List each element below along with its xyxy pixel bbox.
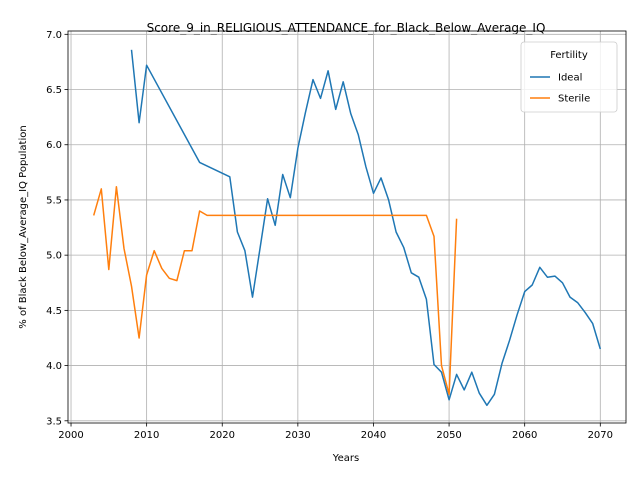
y-tick-label: 4.5 [46,306,62,317]
y-axis-label: % of Black Below_Average_IQ Population [18,125,29,328]
plot-frame [67,30,627,424]
x-tick-label: 2050 [436,430,461,441]
x-tick-label: 2030 [285,430,310,441]
y-tick-label: 4.0 [46,361,62,372]
x-tick-label: 2000 [58,430,83,441]
y-tick-label: 5.5 [46,195,62,206]
y-tick-label: 3.5 [46,416,62,427]
legend: Fertility Ideal Sterile [520,41,618,113]
x-tick-label: 2060 [512,430,537,441]
x-axis-label: Years [332,453,359,464]
series-line-ideal [130,49,602,407]
x-tick-label: 2070 [588,430,613,441]
legend-label-sterile: Sterile [558,94,590,105]
legend-title: Fertility [550,50,588,61]
legend-box [520,41,618,113]
y-tick-label: 7.0 [46,30,62,41]
axis-ticks: 2000 2010 2020 2030 2040 2050 2060 2070 3.5 4.0 4.… [46,30,613,441]
legend-label-ideal: Ideal [558,73,582,84]
x-tick-label: 2010 [134,430,159,441]
series-lines [92,49,602,407]
x-tick-label: 2040 [361,430,386,441]
series-line-sterile [92,185,458,396]
chart-title: Score_9_in_RELIGIOUS_ATTENDANCE_for_Blac… [147,21,546,35]
x-tick-label: 2020 [210,430,235,441]
y-tick-label: 5.0 [46,251,62,262]
y-tick-label: 6.0 [46,140,62,151]
y-tick-label: 6.5 [46,85,62,96]
